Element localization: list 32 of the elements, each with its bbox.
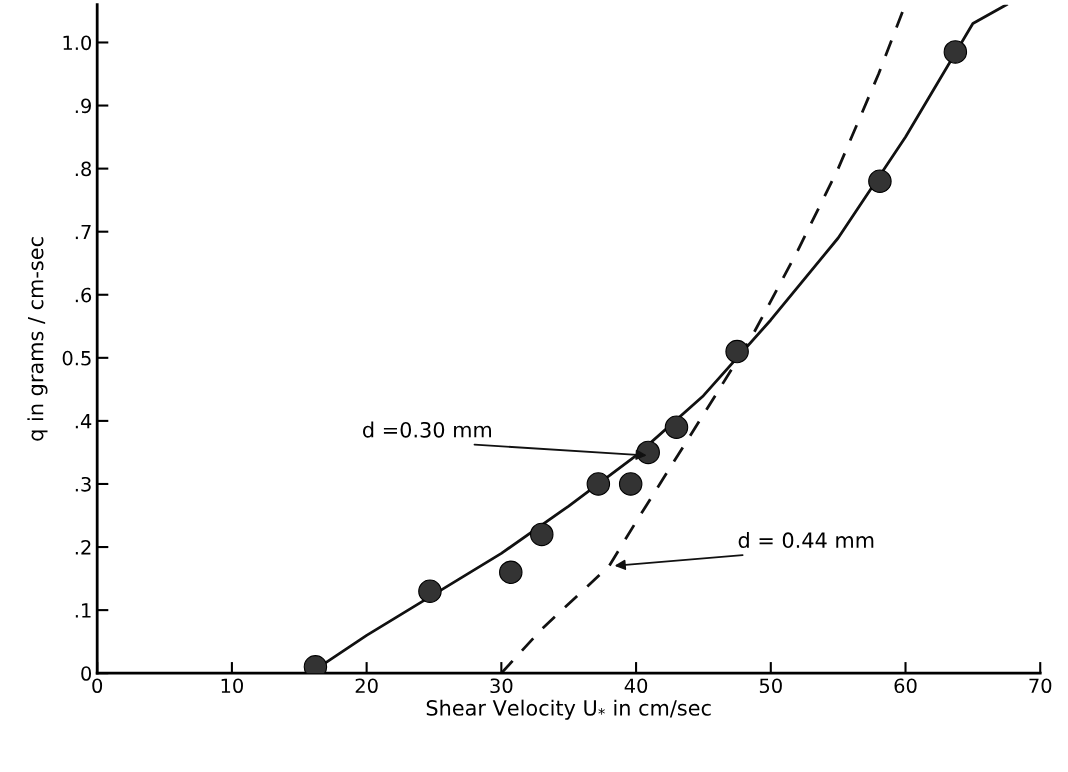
y-tick-label: .7 xyxy=(75,224,91,240)
point xyxy=(868,169,892,193)
annotation: d =0.30 mm xyxy=(363,421,491,438)
point xyxy=(530,522,554,547)
point xyxy=(943,40,968,64)
point xyxy=(618,472,643,496)
y-tick-label: 0.5 xyxy=(62,350,91,366)
x-tick-label: 0 xyxy=(92,678,103,694)
y-tick-label: 0 xyxy=(81,666,92,681)
y-tick-label: 1.0 xyxy=(63,35,92,51)
y-tick-label: .4 xyxy=(75,414,92,429)
x-tick-label: 30 xyxy=(490,678,513,694)
x-tick-label: 40 xyxy=(624,678,648,694)
point xyxy=(725,339,749,364)
point xyxy=(586,472,611,496)
x-tick-label: 50 xyxy=(759,678,782,694)
x-tick-label: 70 xyxy=(1029,678,1052,694)
point xyxy=(664,415,689,439)
point xyxy=(418,579,442,603)
x-axis-title: Shear Velocity U$_{*}$ in cm/sec xyxy=(426,699,711,720)
y-tick-label: .1 xyxy=(75,603,91,618)
y-axis-title: q in grams / cm-sec xyxy=(27,237,48,441)
annotation: d = 0.44 mm xyxy=(738,531,874,549)
y-tick-label: .8 xyxy=(75,161,91,177)
x-tick-label: 60 xyxy=(894,678,917,694)
y-tick-label: .9 xyxy=(75,98,91,114)
x-tick-label: 10 xyxy=(221,678,243,694)
y-tick-label: .6 xyxy=(75,287,92,303)
point xyxy=(499,560,523,585)
x-tick-label: 20 xyxy=(355,678,378,694)
y-tick-label: .2 xyxy=(75,540,91,555)
y-tick-label: .3 xyxy=(75,476,91,492)
